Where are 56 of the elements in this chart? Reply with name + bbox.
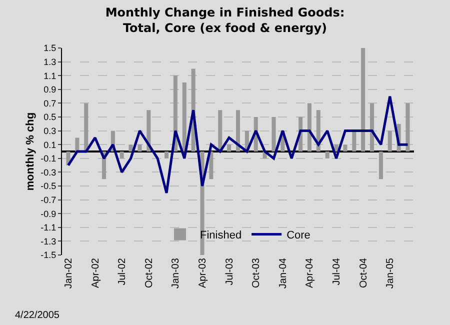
x-tick-label: Jul-02 xyxy=(117,258,128,286)
x-tick-label: Apr-02 xyxy=(90,258,102,288)
bar xyxy=(84,103,88,152)
bar xyxy=(388,130,392,152)
y-tick-label: 0.5 xyxy=(44,112,56,122)
y-tick-label: -0.3 xyxy=(40,167,56,178)
y-tick-label: 0.9 xyxy=(44,84,56,95)
y-tick-label: -1.5 xyxy=(40,250,56,260)
legend-label: Finished xyxy=(200,230,242,242)
y-tick-label: 0.3 xyxy=(44,126,56,136)
y-tick-label: 0.7 xyxy=(44,98,56,108)
x-tick-label: Oct-03 xyxy=(251,258,262,288)
bar xyxy=(307,103,312,152)
text: 4/22/2005 xyxy=(15,310,60,321)
legend-label: Core xyxy=(286,230,310,242)
bar xyxy=(370,103,374,152)
line-series xyxy=(67,95,409,194)
x-tick-label: Jan-04 xyxy=(278,258,289,289)
bar xyxy=(361,48,366,152)
y-axis-title: monthly % chg xyxy=(24,112,36,191)
bar xyxy=(75,138,80,152)
y-tick-label: -1.1 xyxy=(40,222,56,233)
x-tick-label: Jan-02 xyxy=(64,258,74,289)
bar xyxy=(120,152,124,158)
y-tick-label: -1.3 xyxy=(40,236,56,246)
bar xyxy=(218,110,222,152)
y-tick-label: 1.5 xyxy=(44,43,56,54)
x-tick-label: Jan-03 xyxy=(170,258,182,289)
x-tick-label: Jan-05 xyxy=(385,258,396,289)
x-tick-label: Oct-02 xyxy=(144,258,155,288)
y-tick-label: -0.9 xyxy=(40,208,56,219)
bar xyxy=(128,144,133,152)
bar xyxy=(227,144,232,152)
bar xyxy=(378,152,383,180)
y-tick-label: 1.1 xyxy=(44,70,56,81)
bar xyxy=(352,130,356,152)
bar xyxy=(182,82,186,152)
x-tick-label: Oct-04 xyxy=(358,258,370,288)
chart-title: Monthly Change in Finished Goods: Total, Core (ex food & energy) xyxy=(105,5,345,35)
x-tick-label: Jul-04 xyxy=(332,258,343,286)
x-tick-label: Apr-04 xyxy=(304,258,316,288)
y-tick-label: -0.7 xyxy=(40,194,56,205)
bar xyxy=(272,117,276,152)
x-tick-label: Apr-03 xyxy=(198,258,209,288)
y-tick-label: 1.3 xyxy=(44,56,56,67)
bar xyxy=(236,110,240,152)
x-tick-label: Jul-03 xyxy=(224,258,236,286)
bar xyxy=(325,152,330,158)
bar xyxy=(343,144,348,152)
y-tick-label: -0.1 xyxy=(40,154,56,164)
bar xyxy=(138,144,142,152)
bar xyxy=(164,152,169,158)
bar xyxy=(209,152,214,180)
y-tick-label: 0.1 xyxy=(44,140,56,150)
y-tick-label: -0.5 xyxy=(40,181,56,192)
bar xyxy=(406,103,410,152)
